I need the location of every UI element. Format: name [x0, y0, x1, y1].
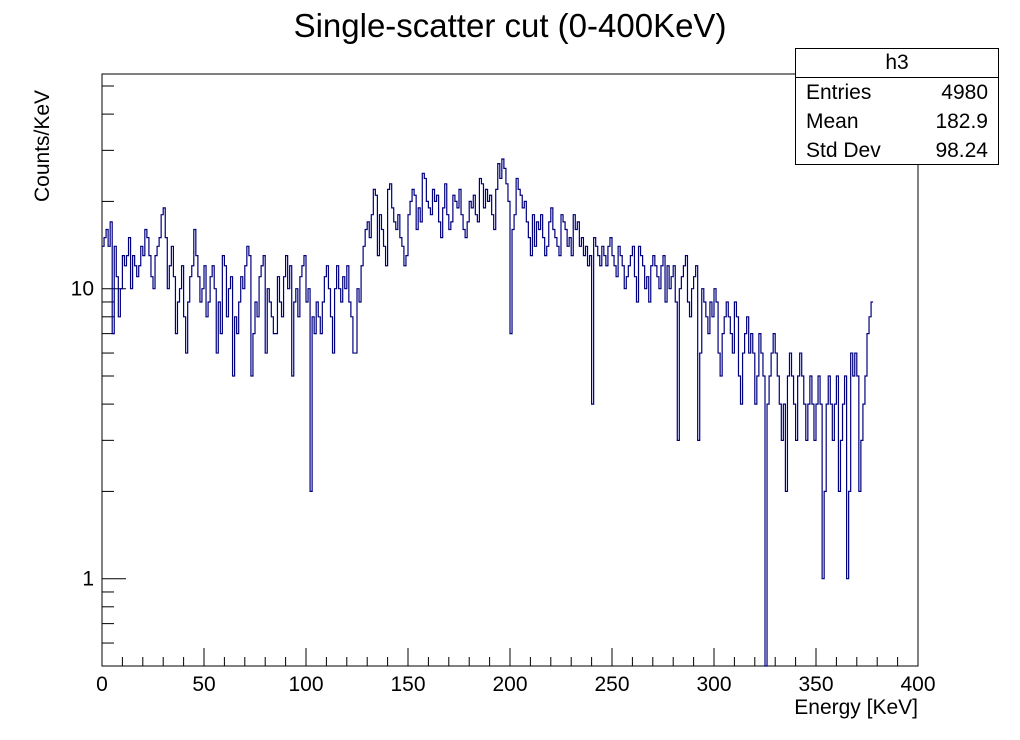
stats-row-entries: Entries 4980: [796, 78, 998, 107]
x-tick-label: 200: [492, 673, 527, 696]
axis-ticks: [101, 85, 919, 667]
stats-value: 182.9: [935, 110, 988, 133]
x-tick-label: 300: [696, 673, 731, 696]
y-tick-label: 10: [71, 278, 94, 301]
stats-title: h3: [796, 49, 998, 78]
stats-label: Mean: [806, 110, 859, 133]
x-tick-label: 0: [96, 673, 108, 696]
histogram-line: [102, 158, 874, 667]
stats-label: Entries: [806, 81, 872, 104]
x-tick-label: 400: [900, 673, 935, 696]
chart-title: Single-scatter cut (0-400KeV): [294, 7, 727, 44]
stats-box: h3 Entries 4980 Mean 182.9 Std Dev 98.24: [795, 48, 999, 165]
tick-labels: 0 50 100 150 200 250 300 350 400 1 10: [71, 278, 936, 696]
stats-label: Std Dev: [806, 139, 881, 162]
x-tick-label: 250: [594, 673, 629, 696]
x-tick-label: 150: [390, 673, 425, 696]
x-tick-label: 350: [798, 673, 833, 696]
x-tick-label: 100: [288, 673, 323, 696]
y-tick-label: 1: [82, 568, 94, 591]
x-tick-label: 50: [192, 673, 215, 696]
stats-value: 98.24: [935, 139, 988, 162]
stats-row-mean: Mean 182.9: [796, 107, 998, 136]
y-axis-label: Counts/KeV: [31, 90, 54, 202]
x-axis-label: Energy [KeV]: [794, 696, 918, 719]
stats-row-std-dev: Std Dev 98.24: [796, 136, 998, 165]
stats-value: 4980: [941, 81, 988, 104]
